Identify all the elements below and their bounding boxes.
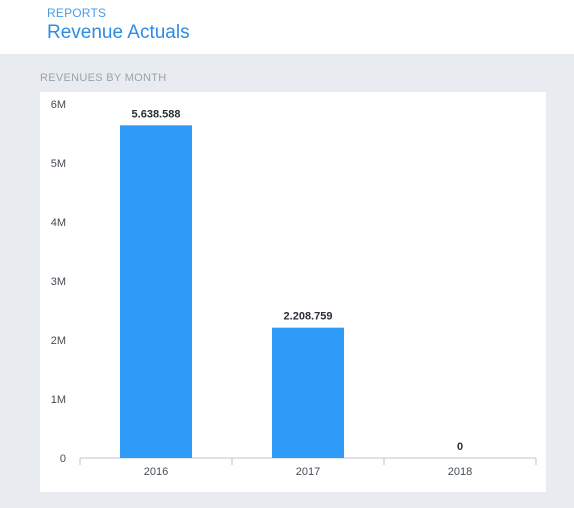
y-tick-label: 6M [51,99,66,111]
bar-value-label: 0 [457,441,463,453]
y-tick-label: 0 [60,453,66,465]
y-tick-label: 2M [51,335,66,347]
page-header: REPORTS Revenue Actuals [0,0,574,54]
y-tick-label: 1M [51,394,66,406]
chart-panel: 0 1M 2M 3M 4M 5M 6M 5.638.588 2016 2.208.759 2017 0… [40,92,546,492]
y-tick-label: 3M [51,276,66,288]
bar-2017[interactable] [272,327,344,458]
section-label: REVENUES BY MONTH [40,72,167,84]
bar-value-label: 5.638.588 [132,108,181,120]
bar-2016[interactable] [120,125,192,458]
x-tick-label: 2016 [144,466,168,478]
x-tick-label: 2017 [296,466,320,478]
y-tick-label: 5M [51,158,66,170]
page-title: Revenue Actuals [47,22,190,43]
x-tick-label: 2018 [448,466,472,478]
bar-value-label: 2.208.759 [284,311,333,323]
y-tick-label: 4M [51,217,66,229]
bar-chart: 0 1M 2M 3M 4M 5M 6M 5.638.588 2016 2.208.759 2017 0… [51,99,537,478]
breadcrumb[interactable]: REPORTS [47,6,107,20]
